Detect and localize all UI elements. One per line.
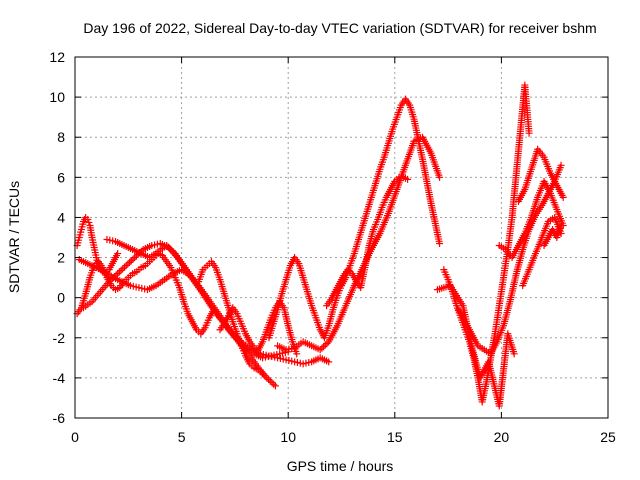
data-point bbox=[404, 175, 412, 183]
data-point bbox=[114, 250, 122, 258]
x-tick-label: 0 bbox=[71, 429, 79, 445]
data-point bbox=[436, 240, 444, 248]
data-point bbox=[436, 173, 444, 181]
data-point bbox=[114, 270, 122, 278]
y-tick-label: -4 bbox=[53, 370, 66, 386]
data-point bbox=[164, 243, 172, 251]
data-point bbox=[84, 215, 92, 223]
data-point bbox=[115, 268, 123, 276]
data-points bbox=[73, 81, 567, 410]
data-point bbox=[126, 258, 134, 266]
data-point bbox=[168, 246, 176, 254]
data-point bbox=[525, 129, 533, 137]
data-point bbox=[270, 380, 278, 388]
data-point bbox=[120, 263, 128, 271]
y-tick-label: -2 bbox=[53, 330, 66, 346]
data-point bbox=[105, 278, 113, 286]
data-point bbox=[266, 377, 274, 385]
data-point bbox=[271, 382, 279, 390]
plot-frame bbox=[74, 56, 609, 419]
x-tick-label: 5 bbox=[178, 429, 186, 445]
y-tick-label: 4 bbox=[57, 209, 65, 225]
data-point bbox=[166, 245, 174, 253]
axis-ticks: 0 5 10 15 20 25 -6 -4 -2 0 2 4 6 8 10 12 bbox=[49, 49, 616, 445]
data-point bbox=[163, 242, 171, 250]
x-tick-label: 10 bbox=[280, 429, 296, 445]
data-point bbox=[510, 350, 518, 358]
x-tick-label: 25 bbox=[600, 429, 616, 445]
y-tick-label: -6 bbox=[53, 410, 66, 426]
grid bbox=[75, 57, 608, 418]
data-point bbox=[131, 254, 139, 262]
data-point bbox=[557, 221, 565, 229]
y-tick-label: 0 bbox=[57, 290, 65, 306]
data-point bbox=[268, 379, 276, 387]
y-tick-label: 12 bbox=[49, 49, 65, 65]
data-point bbox=[293, 350, 301, 358]
data-point bbox=[119, 265, 127, 273]
data-point bbox=[559, 193, 567, 201]
data-point bbox=[265, 375, 273, 383]
y-tick-label: 2 bbox=[57, 250, 65, 266]
y-axis-label: SDTVAR / TECUs bbox=[6, 181, 22, 293]
data-point bbox=[321, 341, 329, 349]
data-point bbox=[117, 266, 125, 274]
data-point bbox=[109, 274, 117, 282]
y-tick-label: 6 bbox=[57, 169, 65, 185]
data-point bbox=[323, 339, 331, 347]
data-point bbox=[127, 257, 135, 265]
data-point bbox=[129, 255, 137, 263]
data-point bbox=[318, 344, 326, 352]
data-point bbox=[320, 343, 328, 351]
data-point bbox=[110, 273, 118, 281]
data-point bbox=[112, 271, 120, 279]
data-point bbox=[316, 346, 324, 354]
data-point bbox=[122, 262, 130, 270]
data-point bbox=[169, 248, 177, 256]
x-tick-label: 15 bbox=[387, 429, 403, 445]
data-point bbox=[263, 374, 271, 382]
y-tick-label: 8 bbox=[57, 129, 65, 145]
data-point bbox=[325, 358, 333, 366]
x-axis-label: GPS time / hours bbox=[287, 458, 394, 474]
chart-title: Day 196 of 2022, Sidereal Day-to-day VTE… bbox=[83, 20, 596, 36]
data-point bbox=[107, 276, 115, 284]
y-tick-label: 10 bbox=[49, 89, 65, 105]
data-point bbox=[85, 218, 93, 226]
x-tick-label: 20 bbox=[494, 429, 510, 445]
data-point bbox=[557, 161, 565, 169]
data-point bbox=[124, 260, 132, 268]
